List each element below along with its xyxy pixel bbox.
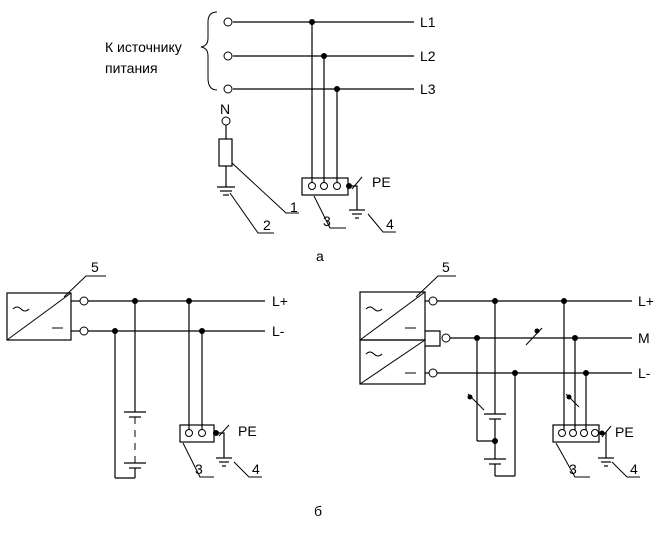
- label-pe-b2: PE: [615, 424, 634, 440]
- terminal-m: [441, 333, 451, 343]
- label-l1: L1: [420, 14, 436, 30]
- block-terminal: [198, 429, 206, 437]
- leader-4-a: [367, 213, 396, 233]
- label-l2: L2: [420, 48, 436, 64]
- source-label-line2: питания: [105, 60, 158, 76]
- terminal-lplus-right: [428, 296, 438, 306]
- diagram-part-a: К источнику питания L1 L2 L3 PE 3: [105, 11, 436, 264]
- terminal-l1: [223, 17, 233, 27]
- junction-dot: [583, 370, 589, 376]
- block-terminal: [580, 429, 588, 437]
- leader-3-b2: [555, 442, 590, 478]
- junction-dot: [132, 298, 138, 304]
- label-3-b1: 3: [195, 461, 203, 477]
- label-pe-a: PE: [372, 174, 391, 190]
- converter-diagonal: [6, 292, 72, 341]
- caption-b: б: [314, 503, 322, 519]
- junction-dot: [474, 335, 480, 341]
- pe-wire-b1: [214, 432, 225, 458]
- converter-box-right-bottom: [359, 339, 426, 385]
- switch-dot: [467, 394, 473, 400]
- label-3-a: 3: [323, 213, 331, 229]
- pe-tick: [218, 424, 230, 437]
- label-l3: L3: [420, 81, 436, 97]
- terminal-l3: [223, 84, 233, 94]
- converter-diagonal: [359, 339, 426, 385]
- junction-dot: [334, 86, 340, 92]
- label-n: N: [220, 101, 230, 117]
- label-4-b1: 4: [252, 461, 260, 477]
- terminal-lminus-left: [79, 326, 89, 336]
- block-terminal: [185, 429, 193, 437]
- resistor: [218, 138, 233, 167]
- label-lminus-right: L-: [638, 365, 651, 381]
- block-terminal: [333, 182, 341, 190]
- label-5-right: 5: [442, 259, 450, 275]
- source-brace: [200, 11, 218, 91]
- junction-dot: [512, 370, 518, 376]
- junction-dot: [199, 328, 205, 334]
- label-lplus-left: L+: [272, 293, 288, 309]
- switch-contact: [565, 393, 580, 408]
- ac-symbol: [365, 306, 383, 312]
- diagram-part-b-right: 5 L+ M L-: [359, 259, 654, 478]
- label-4-a: 4: [386, 216, 394, 232]
- terminal-lplus-left: [79, 296, 89, 306]
- junction-dot: [492, 298, 498, 304]
- label-1: 1: [290, 199, 298, 215]
- junction-dot: [309, 19, 315, 25]
- junction-dot: [321, 53, 327, 59]
- block-terminal: [558, 429, 566, 437]
- leader-3-b1: [182, 442, 214, 478]
- label-lminus-left: L-: [272, 323, 285, 339]
- junction-dot: [186, 298, 192, 304]
- junction-dot: [561, 298, 567, 304]
- block-terminal: [320, 182, 328, 190]
- leader-4-b2: [611, 461, 640, 478]
- label-m: M: [638, 330, 650, 346]
- ac-symbol: [365, 351, 383, 357]
- pe-wire-b2: [599, 432, 607, 458]
- ac-symbol: [12, 306, 30, 312]
- label-lplus-right: L+: [638, 293, 654, 309]
- caption-a: а: [316, 248, 324, 264]
- leader-5-left: [63, 275, 106, 298]
- label-2: 2: [263, 217, 271, 233]
- terminal-n: [221, 116, 231, 126]
- block-terminal: [308, 182, 316, 190]
- leader-4-b1: [233, 461, 262, 478]
- terminal-l2: [223, 51, 233, 61]
- leader-3-a: [313, 195, 346, 229]
- pe-wire-a: [349, 185, 358, 210]
- label-5-left: 5: [91, 259, 99, 275]
- switch-contact: [467, 393, 485, 411]
- pe-tick: [351, 176, 363, 190]
- junction-dot: [572, 335, 578, 341]
- m-link: [425, 330, 441, 347]
- source-label-line1: К источнику: [105, 39, 182, 55]
- junction-dot: [112, 328, 118, 334]
- block-terminal: [569, 429, 577, 437]
- label-pe-b1: PE: [238, 423, 257, 439]
- diagram-part-b-left: 5 L+ L- PE: [6, 259, 288, 479]
- terminal-lminus-right: [428, 368, 438, 378]
- leader-5-right: [415, 275, 456, 298]
- leader-2: [229, 192, 274, 234]
- converter-box-left: [6, 292, 72, 341]
- converter-diagonal: [359, 291, 426, 341]
- label-4-b2: 4: [630, 461, 638, 477]
- leader-1: [231, 162, 299, 214]
- switch-contact: [525, 327, 543, 346]
- block-terminal: [591, 429, 599, 437]
- label-3-b2: 3: [569, 461, 577, 477]
- pe-tick: [601, 425, 612, 438]
